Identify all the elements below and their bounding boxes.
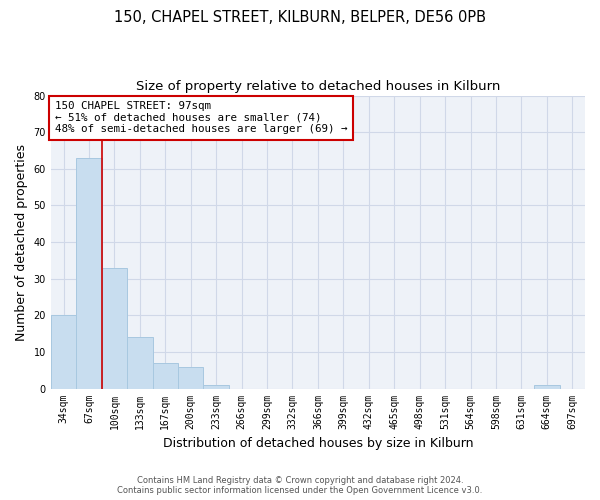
Bar	[127, 338, 152, 388]
Title: Size of property relative to detached houses in Kilburn: Size of property relative to detached ho…	[136, 80, 500, 93]
Bar	[51, 316, 76, 388]
Y-axis label: Number of detached properties: Number of detached properties	[15, 144, 28, 340]
Text: 150 CHAPEL STREET: 97sqm
← 51% of detached houses are smaller (74)
48% of semi-d: 150 CHAPEL STREET: 97sqm ← 51% of detach…	[55, 101, 347, 134]
X-axis label: Distribution of detached houses by size in Kilburn: Distribution of detached houses by size …	[163, 437, 473, 450]
Bar	[152, 363, 178, 388]
Bar	[178, 366, 203, 388]
Bar	[101, 268, 127, 388]
Bar	[534, 385, 560, 388]
Bar	[76, 158, 101, 388]
Text: 150, CHAPEL STREET, KILBURN, BELPER, DE56 0PB: 150, CHAPEL STREET, KILBURN, BELPER, DE5…	[114, 10, 486, 25]
Bar	[203, 385, 229, 388]
Text: Contains HM Land Registry data © Crown copyright and database right 2024.
Contai: Contains HM Land Registry data © Crown c…	[118, 476, 482, 495]
